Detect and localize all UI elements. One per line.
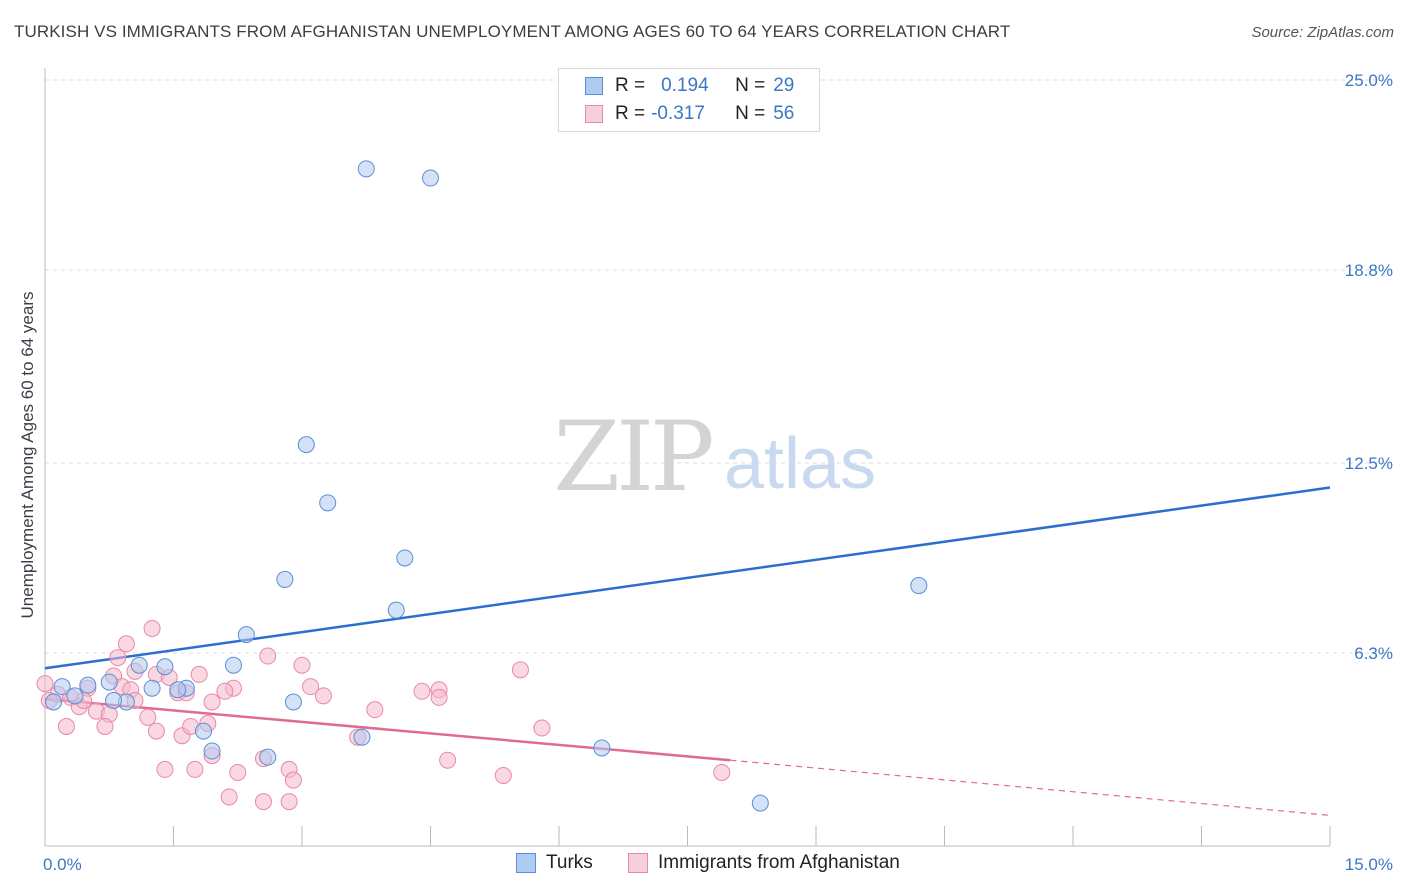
turks-swatch	[585, 77, 603, 95]
turks-point	[143, 679, 161, 697]
afghan-point	[280, 793, 298, 811]
turks-point	[751, 794, 769, 812]
legend-row-turks: R = 0.194 N = 29	[585, 73, 794, 99]
afghan-trend-line	[44, 697, 731, 762]
afghan-swatch	[585, 105, 603, 123]
legend-turks-r-value: 0.194	[661, 75, 709, 96]
turks-legend-swatch	[516, 853, 536, 873]
turks-point	[237, 626, 255, 644]
afghan-point	[36, 675, 54, 693]
watermark: ZIP atlas	[553, 401, 876, 513]
x-tick-labels: 0.0% 15.0%	[43, 855, 1393, 874]
turks-point	[169, 681, 187, 699]
afghan-point	[229, 763, 247, 781]
turks-point	[387, 601, 405, 619]
afghan-point	[190, 665, 208, 683]
afghan-point	[284, 771, 302, 789]
afghan-point	[533, 719, 551, 737]
y-tick-label: 6.3%	[1354, 644, 1393, 663]
afghan-point	[117, 635, 135, 653]
afghan-point	[143, 619, 161, 637]
data-points	[36, 160, 928, 812]
turks-point	[79, 676, 97, 694]
afghan-point	[216, 682, 234, 700]
turks-point	[593, 739, 611, 757]
turks-point	[297, 436, 315, 454]
turks-point	[284, 693, 302, 711]
afghan-point	[186, 760, 204, 778]
afghan-point	[511, 661, 529, 679]
afghan-point	[156, 760, 174, 778]
source-credit: Source: ZipAtlas.com	[1251, 24, 1394, 41]
y-tick-label: 25.0%	[1345, 71, 1393, 90]
turks-point	[45, 693, 63, 711]
turks-point	[105, 691, 123, 709]
afghan-point	[254, 793, 272, 811]
stats-legend: R = 0.194 N = 29 R = -0.317 N = 56	[558, 68, 820, 132]
grid-lines	[45, 79, 1392, 654]
y-tick-labels: 6.3% 12.5% 18.8% 25.0%	[1345, 71, 1393, 663]
legend-afghan-n-value: 56	[773, 103, 795, 124]
afghan-point	[293, 656, 311, 674]
afghan-point	[203, 693, 221, 711]
turks-point	[53, 678, 71, 696]
afghan-point	[439, 751, 457, 769]
turks-point	[396, 549, 414, 567]
series-legend: Turks Immigrants from Afghanistan	[0, 852, 1406, 878]
legend-afghan-r-label: R =	[615, 103, 646, 124]
turks-point	[194, 722, 212, 740]
legend-item-afghan[interactable]: Immigrants from Afghanistan	[628, 852, 900, 874]
watermark-zip: ZIP	[553, 401, 712, 513]
legend-turks-n-value: 29	[773, 75, 795, 96]
afghan-point	[109, 649, 127, 667]
x-tick-label: 0.0%	[43, 855, 82, 874]
afghan-trend-extension	[730, 759, 1331, 816]
legend-afghan-n-label: N =	[735, 103, 766, 124]
turks-point	[276, 570, 294, 588]
afghan-point	[713, 763, 731, 781]
legend-item-turks[interactable]: Turks	[516, 852, 593, 874]
turks-point	[319, 494, 337, 512]
turks-point	[224, 656, 242, 674]
legend-afghan-label: Immigrants from Afghanistan	[658, 852, 900, 873]
afghan-point	[139, 708, 157, 726]
legend-turks-n-label: N =	[735, 75, 766, 96]
turks-point	[203, 742, 221, 760]
afghan-point	[259, 647, 277, 665]
turks-point	[910, 577, 928, 595]
afghan-point	[314, 687, 332, 705]
chart-title: TURKISH VS IMMIGRANTS FROM AFGHANISTAN U…	[14, 22, 1011, 41]
turks-point	[259, 748, 277, 766]
legend-afghan-r-value: -0.317	[651, 103, 705, 124]
legend-turks-r-label: R =	[615, 75, 646, 96]
y-tick-label: 18.8%	[1345, 261, 1393, 280]
afghan-point	[366, 701, 384, 719]
turks-point	[130, 656, 148, 674]
afghan-point	[96, 718, 114, 736]
trend-lines	[44, 486, 1331, 816]
y-tick-label: 12.5%	[1345, 454, 1393, 473]
afghan-point	[494, 767, 512, 785]
x-tick-label: 15.0%	[1345, 855, 1393, 874]
legend-row-afghan: R = -0.317 N = 56	[585, 101, 794, 127]
axes	[44, 68, 1331, 847]
afghan-point	[220, 788, 238, 806]
turks-point	[66, 687, 84, 705]
afghan-point	[430, 688, 448, 706]
turks-trend-line	[44, 486, 1331, 670]
turks-point	[422, 169, 439, 187]
afghan-point	[147, 722, 165, 740]
afghan-point	[413, 682, 431, 700]
afghan-legend-swatch	[628, 853, 648, 873]
turks-point	[353, 728, 371, 746]
turks-point	[156, 658, 174, 676]
turks-point	[100, 673, 118, 691]
watermark-atlas: atlas	[724, 424, 876, 504]
turks-point	[357, 160, 375, 178]
legend-turks-label: Turks	[546, 852, 593, 873]
afghan-point	[302, 678, 320, 696]
afghan-point	[57, 718, 75, 736]
